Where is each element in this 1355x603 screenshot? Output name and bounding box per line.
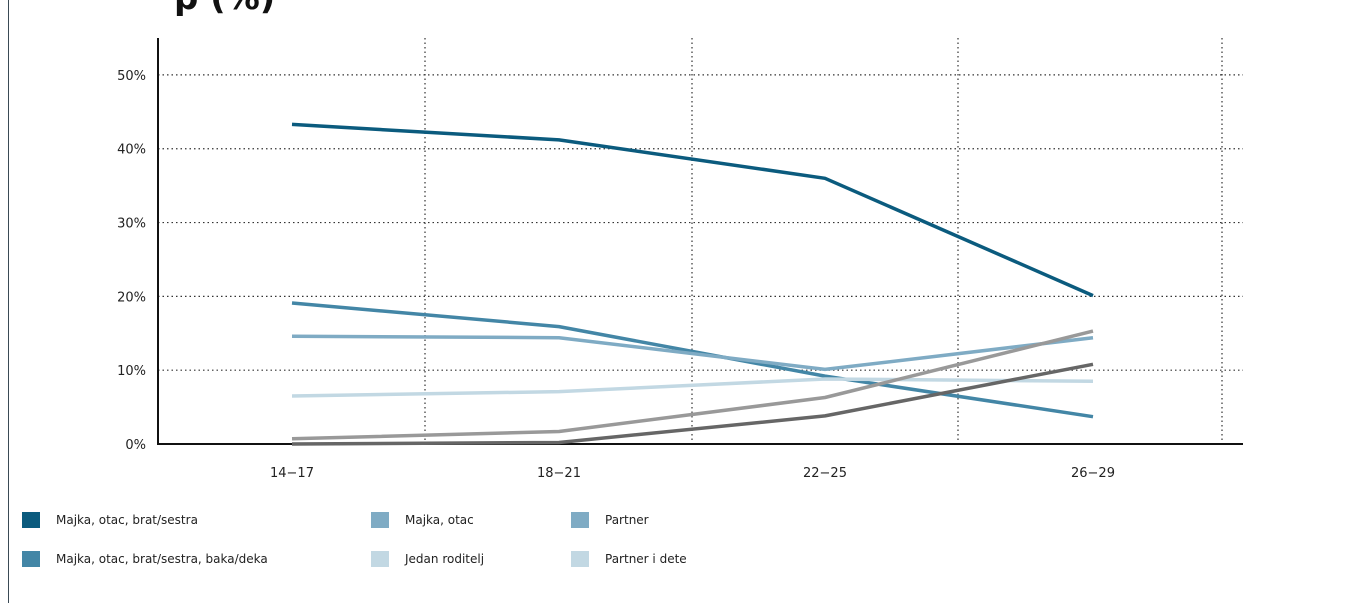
legend-item: Partner <box>571 512 649 528</box>
legend-label: Majka, otac, brat/sestra <box>56 513 198 527</box>
y-tick-label: 0% <box>125 438 146 453</box>
x-tick-label: 26−29 <box>1071 466 1115 481</box>
grid-lines <box>158 38 1243 444</box>
legend-item: Majka, otac, brat/sestra, baka/deka <box>22 551 268 567</box>
series-line <box>291 334 1094 372</box>
legend-swatch <box>571 551 589 567</box>
legend-label: Majka, otac, brat/sestra, baka/deka <box>56 552 268 566</box>
series-line <box>291 329 1094 441</box>
legend-swatch <box>22 512 40 528</box>
legend-swatch <box>571 512 589 528</box>
legend-swatch <box>22 551 40 567</box>
legend-label: Partner i dete <box>605 552 687 566</box>
series-line <box>291 362 1094 446</box>
series-line <box>291 122 1094 298</box>
y-tick-labels: 0% 10% 20% 30% 40% 50% <box>117 69 146 453</box>
legend-item: Jedan roditelj <box>371 551 484 567</box>
legend-label: Jedan roditelj <box>405 552 485 566</box>
legend-item: Majka, otac, brat/sestra <box>22 512 198 528</box>
series-lines <box>291 122 1094 446</box>
chart-title: p (%) <box>174 0 275 18</box>
legend-item: Partner i dete <box>571 551 687 567</box>
y-tick-label: 30% <box>117 217 146 232</box>
x-tick-label: 22−25 <box>803 466 847 481</box>
y-tick-label: 40% <box>117 143 146 158</box>
axes <box>157 38 1243 445</box>
x-tick-label: 14−17 <box>270 466 314 481</box>
x-tick-labels: 14−17 18−21 22−25 26−29 <box>270 466 1115 481</box>
series-line <box>291 377 1094 398</box>
legend-label: Majka, otac <box>405 513 474 527</box>
legend-label: Partner <box>605 513 649 527</box>
legend-swatch <box>371 512 389 528</box>
y-tick-label: 20% <box>117 290 146 305</box>
y-tick-label: 10% <box>117 364 146 379</box>
series-line <box>291 301 1094 419</box>
legend-swatch <box>371 551 389 567</box>
legend-item: Majka, otac <box>371 512 474 528</box>
x-tick-label: 18−21 <box>537 466 581 481</box>
chart-frame <box>8 0 1355 603</box>
y-tick-label: 50% <box>117 69 146 84</box>
